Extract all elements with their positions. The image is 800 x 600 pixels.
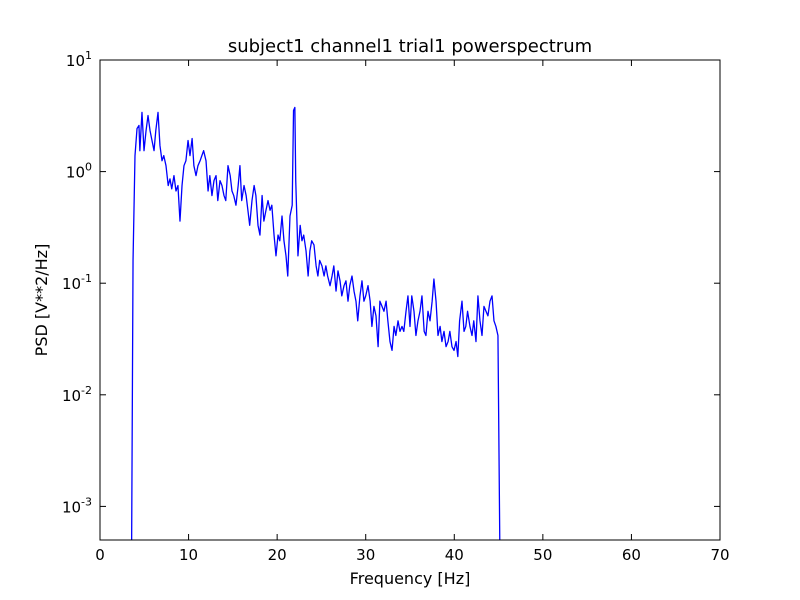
plot-area (131, 106, 501, 540)
x-tick-label: 20 (268, 546, 287, 564)
x-tick-label: 60 (622, 546, 641, 564)
x-axis-label: Frequency [Hz] (350, 569, 471, 588)
y-tick-label: 10-2 (62, 384, 92, 405)
y-tick-label: 10-3 (62, 495, 92, 516)
y-tick-label: 101 (66, 49, 92, 70)
psd-line (131, 106, 501, 540)
y-axis-label: PSD [V**2/Hz] (32, 244, 51, 357)
x-tick-label: 0 (95, 546, 105, 564)
chart-title: subject1 channel1 trial1 powerspectrum (228, 36, 592, 57)
plot-frame (99, 59, 721, 541)
x-tick-label: 40 (445, 546, 464, 564)
x-tick-label: 50 (533, 546, 552, 564)
x-tick-label: 10 (179, 546, 198, 564)
x-tick-label: 70 (710, 546, 729, 564)
x-tick-label: 30 (356, 546, 375, 564)
y-tick-label: 10-1 (62, 272, 92, 293)
y-tick-label: 100 (66, 161, 92, 182)
